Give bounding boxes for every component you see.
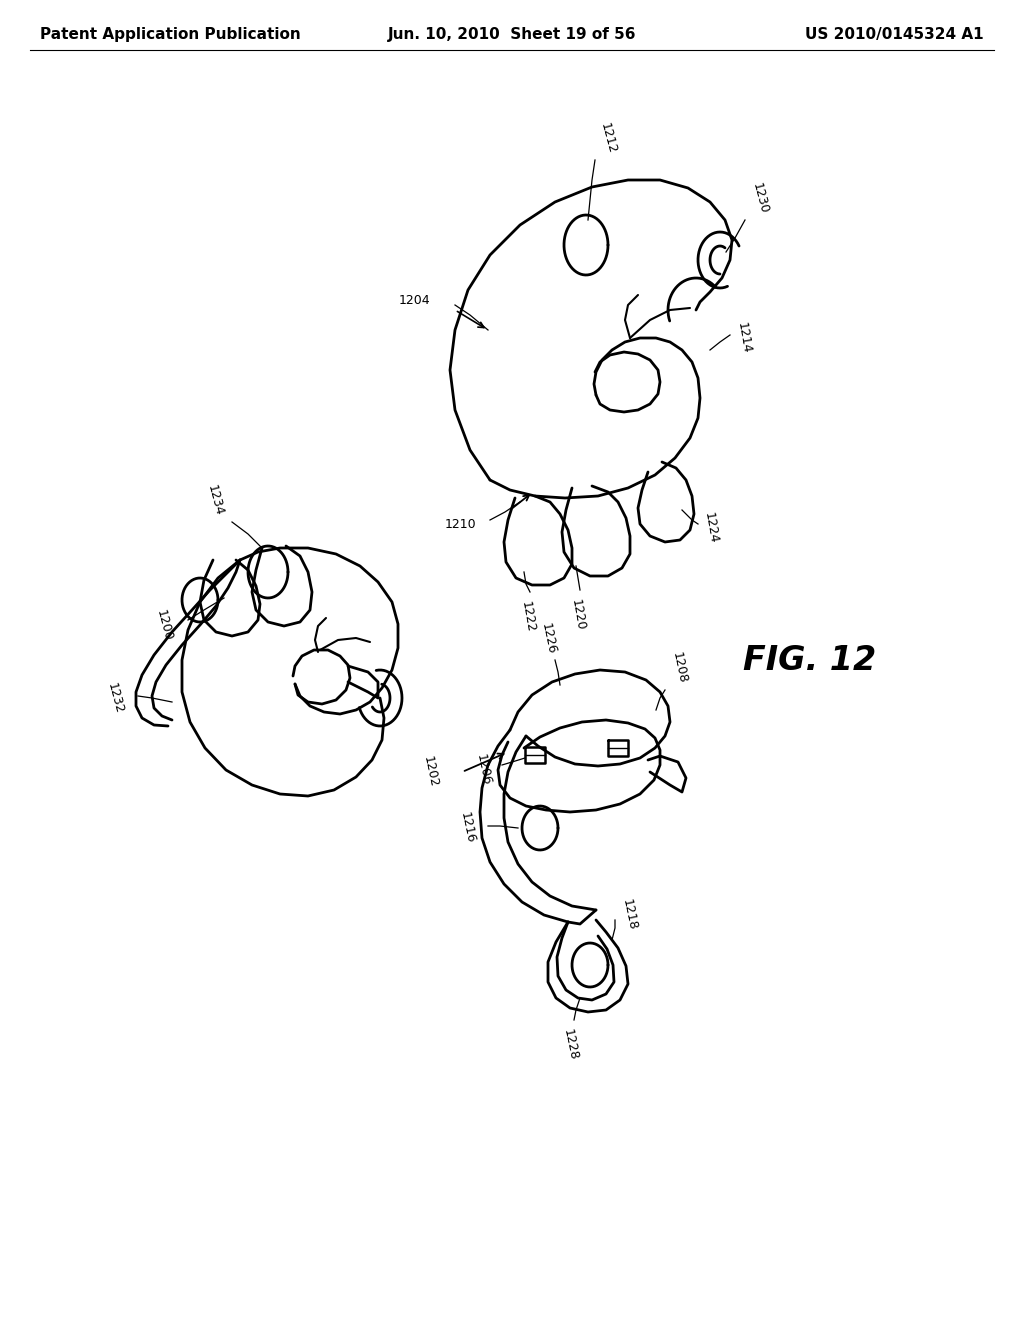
Text: Patent Application Publication: Patent Application Publication xyxy=(40,28,301,42)
Text: Jun. 10, 2010  Sheet 19 of 56: Jun. 10, 2010 Sheet 19 of 56 xyxy=(388,28,636,42)
Text: 1222: 1222 xyxy=(519,601,538,634)
Text: 1202: 1202 xyxy=(421,755,440,789)
Text: 1208: 1208 xyxy=(670,651,689,685)
Text: 1200: 1200 xyxy=(155,609,175,642)
Text: 1218: 1218 xyxy=(620,898,639,932)
Text: 1230: 1230 xyxy=(750,181,771,215)
Text: US 2010/0145324 A1: US 2010/0145324 A1 xyxy=(805,28,984,42)
Text: 1216: 1216 xyxy=(458,812,477,845)
Text: 1214: 1214 xyxy=(735,321,754,355)
Text: 1210: 1210 xyxy=(444,519,476,532)
Text: 1228: 1228 xyxy=(560,1028,580,1061)
Text: 1204: 1204 xyxy=(398,293,430,306)
Text: 1212: 1212 xyxy=(598,121,618,154)
Text: 1226: 1226 xyxy=(539,622,558,655)
Text: 1224: 1224 xyxy=(702,511,720,545)
Text: FIG. 12: FIG. 12 xyxy=(743,644,877,676)
Text: 1206: 1206 xyxy=(474,754,493,787)
Text: 1234: 1234 xyxy=(205,483,225,517)
Text: 1220: 1220 xyxy=(569,598,587,631)
Text: 1232: 1232 xyxy=(104,681,125,715)
